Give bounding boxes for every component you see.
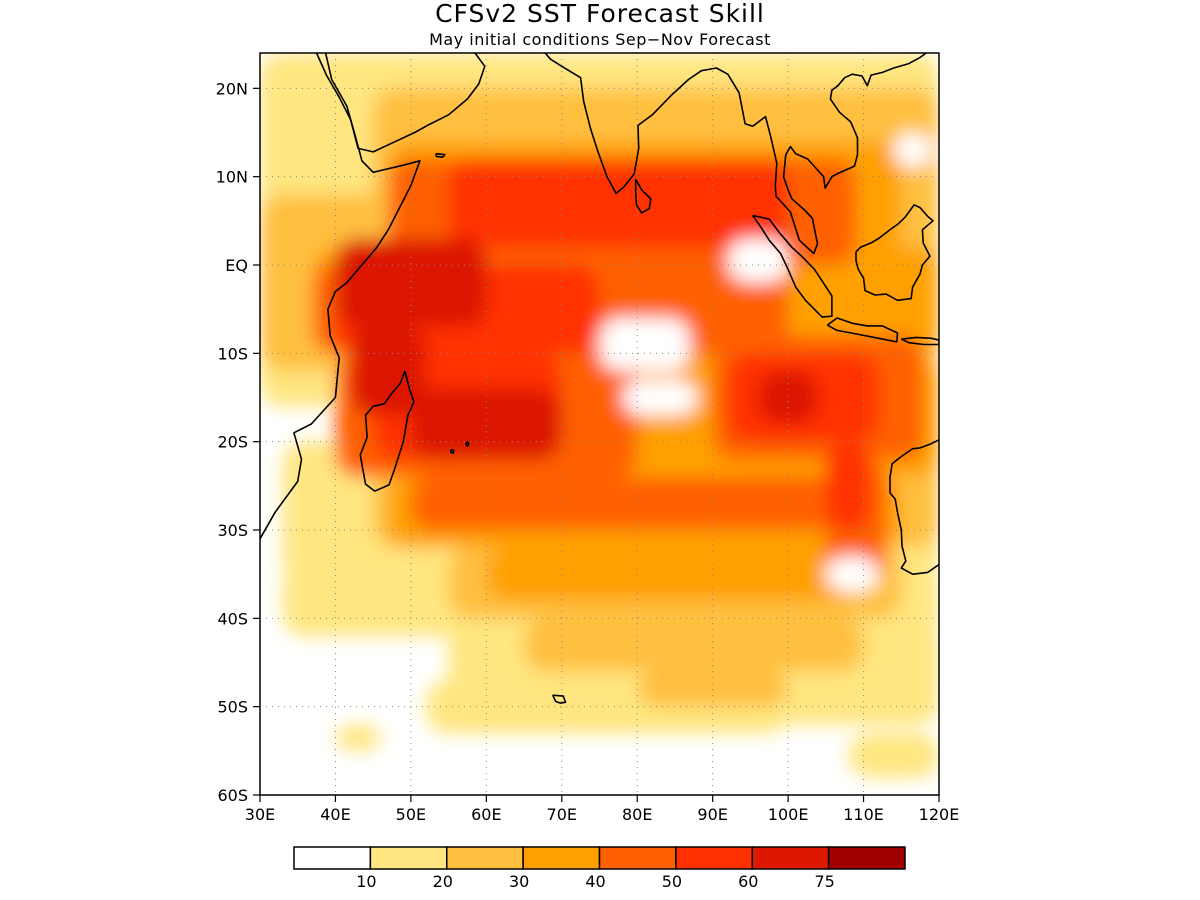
colorbar: 10 20 30 40 50 60 75 (293, 846, 906, 891)
skill-region (486, 547, 864, 601)
colorbar-swatch (827, 846, 906, 870)
lat-tick-label: 40S (217, 609, 248, 628)
grid-lines (260, 53, 939, 795)
mauritius (465, 441, 470, 447)
lon-tick-label: 90E (697, 805, 727, 824)
colorbar-label: 50 (662, 872, 682, 891)
lon-tick-label: 120E (919, 805, 960, 824)
lat-tick-label: 30S (217, 521, 248, 540)
socotra (435, 152, 446, 158)
lat-tick-label: 60S (217, 786, 248, 805)
colorbar-swatch (293, 846, 372, 870)
low-skill-region (599, 318, 691, 371)
skill-region (335, 238, 487, 327)
lon-tick-label: 30E (245, 805, 275, 824)
skill-region (825, 441, 872, 530)
lat-tick-label: 50S (217, 698, 248, 717)
lat-tick-label: 20N (216, 79, 248, 98)
lon-tick-label: 100E (768, 805, 809, 824)
lat-tick-label: 10S (217, 344, 248, 363)
map-frame (259, 52, 940, 796)
low-skill-region (622, 379, 698, 416)
lat-tick-label: EQ (225, 256, 248, 275)
lon-tick-label: 60E (471, 805, 501, 824)
lon-tick-label: 110E (843, 805, 884, 824)
skill-region (335, 724, 381, 751)
colorbar-label: 40 (585, 872, 605, 891)
colorbar-label: 60 (738, 872, 758, 891)
arabia-coast (315, 53, 486, 153)
skill-region (757, 371, 819, 424)
skill-region (448, 159, 789, 248)
low-skill-region (893, 132, 932, 168)
lon-tick-label: 50E (396, 805, 426, 824)
lat-tick-label: 20S (217, 433, 248, 452)
colorbar-swatch (369, 846, 448, 870)
india-coast (531, 53, 927, 255)
colorbar-swatch (522, 846, 601, 870)
figure-title: CFSv2 SST Forecast Skill (435, 0, 765, 28)
low-skill-region (825, 556, 879, 592)
kerguelen (551, 694, 567, 704)
reunion (450, 448, 455, 454)
skill-field (260, 53, 939, 778)
lon-tick-label: 40E (320, 805, 350, 824)
colorbar-swatch (446, 846, 524, 870)
skill-region (848, 733, 939, 778)
low-skill-region (727, 238, 789, 283)
skill-region (524, 618, 864, 672)
sumatra (752, 214, 833, 318)
latitude-axis: 20N 10N EQ 10S 20S 30S 40S 50S 60S (216, 79, 260, 805)
lon-tick-label: 80E (622, 805, 652, 824)
lesser-sunda (900, 336, 939, 346)
sri-lanka (634, 178, 652, 214)
colorbar-swatch (598, 846, 677, 870)
australia-west (889, 439, 939, 576)
africa-coast (260, 53, 421, 540)
longitude-axis: 30E 40E 50E 60E 70E 80E 90E 100E 110E 120E (245, 795, 960, 824)
colorbar-swatch (751, 846, 830, 870)
figure-subtitle: May initial conditions Sep−Nov Forecast (429, 30, 771, 49)
skill-region (410, 388, 562, 460)
colorbar-label: 75 (814, 872, 834, 891)
colorbar-label: 10 (356, 872, 376, 891)
lat-tick-label: 10N (216, 168, 248, 187)
lon-tick-label: 70E (547, 805, 577, 824)
coastlines (260, 53, 939, 704)
java (826, 317, 899, 343)
skill-region (350, 326, 426, 416)
colorbar-label: 30 (509, 872, 529, 891)
madagascar (359, 370, 415, 492)
map-area (260, 53, 939, 795)
colorbar-label: 20 (433, 872, 453, 891)
colorbar-swatch (675, 846, 753, 870)
borneo (855, 204, 934, 302)
